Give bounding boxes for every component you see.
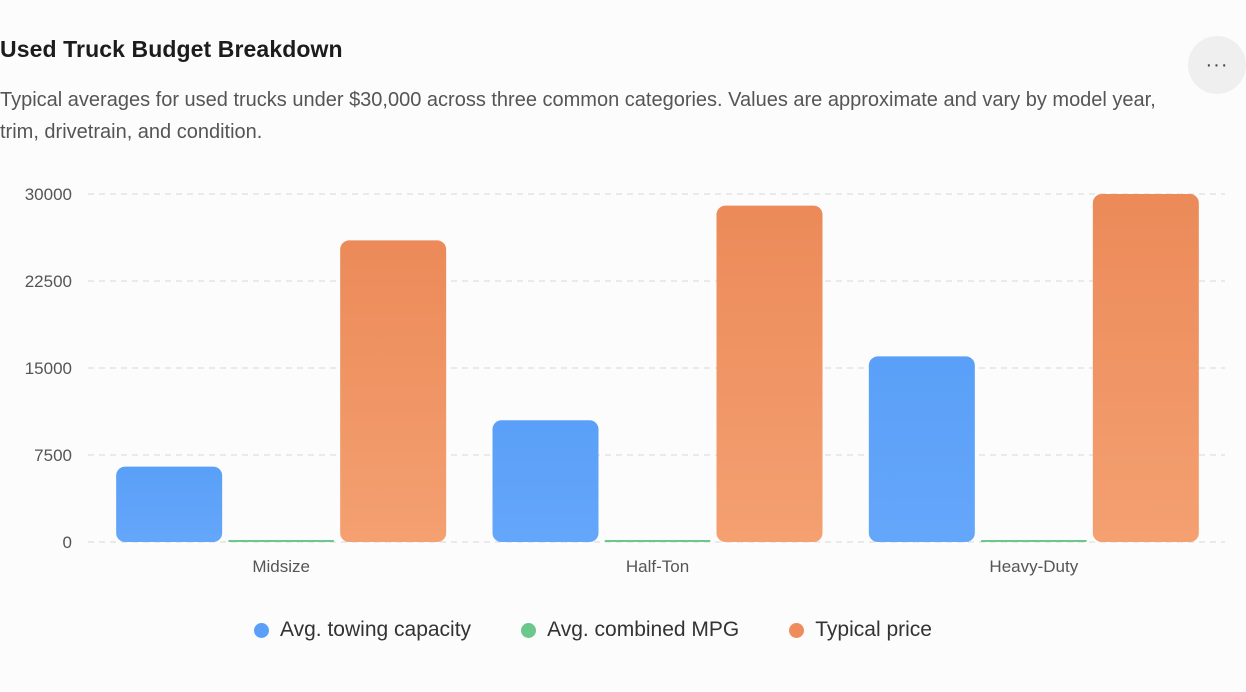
y-tick-label: 30000 — [25, 185, 72, 204]
bar-half-ton-towing[interactable] — [492, 420, 599, 542]
legend-item[interactable]: Typical price — [789, 618, 932, 642]
more-options-button[interactable]: ··· — [1188, 36, 1246, 94]
y-tick-label: 22500 — [25, 272, 72, 291]
chart-title: Used Truck Budget Breakdown — [0, 36, 343, 62]
bar-heavy-duty-price[interactable] — [1092, 194, 1199, 542]
bar-midsize-towing[interactable] — [116, 466, 223, 542]
y-tick-label: 15000 — [25, 359, 72, 378]
legend-item[interactable]: Avg. towing capacity — [254, 618, 471, 642]
ellipsis-icon: ··· — [1205, 53, 1229, 76]
bar-midsize-price[interactable] — [340, 240, 447, 542]
y-tick-label: 0 — [63, 533, 72, 552]
chart-legend: Avg. towing capacity Avg. combined MPG Typ… — [0, 618, 1246, 642]
y-tick-label: 7500 — [34, 446, 72, 465]
x-tick-label: Half-Ton — [626, 557, 689, 576]
bar-chart: 0 7500 15000 22500 30000 Midsize Half-Ton Heav… — [25, 185, 1225, 576]
legend-label: Avg. towing capacity — [280, 618, 472, 641]
bar-half-ton-price[interactable] — [716, 205, 823, 542]
legend-swatch — [254, 622, 269, 638]
legend-label: Avg. combined MPG — [547, 618, 740, 641]
chart-subtitle: Typical averages for used trucks under $… — [0, 89, 1156, 143]
legend-label: Typical price — [815, 618, 932, 641]
x-tick-label: Heavy-Duty — [989, 557, 1078, 576]
legend-swatch — [521, 622, 537, 638]
bar-heavy-duty-towing[interactable] — [868, 356, 975, 542]
bar-heavy-duty-mpg[interactable] — [980, 540, 1087, 542]
legend-swatch — [789, 622, 805, 638]
x-tick-label: Midsize — [252, 557, 310, 576]
bar-midsize-mpg[interactable] — [228, 540, 335, 542]
legend-item[interactable]: Avg. combined MPG — [521, 618, 739, 642]
bar-half-ton-mpg[interactable] — [604, 540, 711, 542]
